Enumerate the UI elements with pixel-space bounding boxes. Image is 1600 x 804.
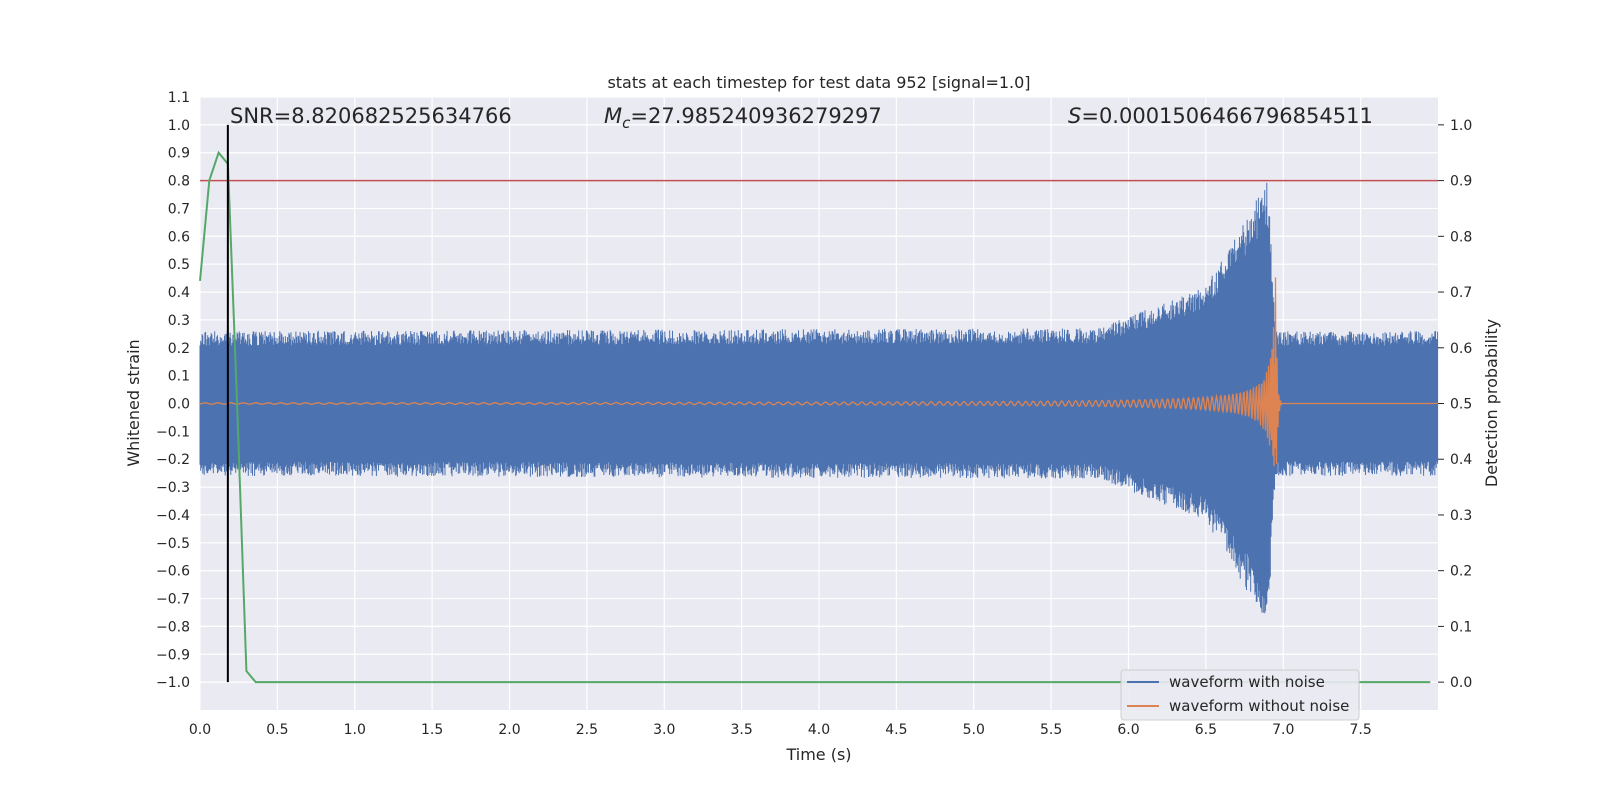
clean-waveform-line <box>199 277 1438 467</box>
y2-tick-labels: 1.0 0.9 0.8 0.7 0.6 0.5 0.4 0.3 0.2 0.1 0.0 <box>1438 118 1472 691</box>
s-symbol: S <box>1068 104 1081 128</box>
y-tick-label: −1.0 <box>156 675 190 691</box>
y2-tick-label: 0.4 <box>1450 452 1472 468</box>
y-tick-label: −0.7 <box>156 592 190 608</box>
legend-label-clean: waveform without noise <box>1169 697 1349 715</box>
y-tick-label: −0.5 <box>156 536 190 552</box>
y-tick-label: −0.8 <box>156 619 190 635</box>
x-tick-label: 5.0 <box>963 722 985 738</box>
mc-value: =27.985240936279297 <box>630 104 881 128</box>
y2-tick-label: 0.8 <box>1450 229 1472 245</box>
mc-subscript: c <box>622 114 631 132</box>
y-tick-label: −0.1 <box>156 424 190 440</box>
x-tick-label: 2.5 <box>576 722 598 738</box>
y-tick-label: 0.4 <box>168 285 190 301</box>
y-tick-label: 0.2 <box>168 341 190 357</box>
x-tick-label: 7.0 <box>1272 722 1294 738</box>
overlays <box>199 124 1438 684</box>
legend-label-noise: waveform with noise <box>1169 673 1325 691</box>
waveform-without-noise-series <box>199 277 1438 467</box>
x-tick-label: 6.5 <box>1195 722 1217 738</box>
y2-tick-label: 0.0 <box>1450 675 1472 691</box>
x-tick-label: 4.5 <box>885 722 907 738</box>
x-tick-label: 3.0 <box>653 722 675 738</box>
y-tick-label: 0.0 <box>168 397 190 413</box>
y-tick-label: 0.8 <box>168 174 190 190</box>
y-tick-label: 1.1 <box>168 90 190 106</box>
y-tick-label: −0.3 <box>156 480 190 496</box>
mc-symbol: M <box>604 104 622 128</box>
legend: waveform with noise waveform without noi… <box>1120 669 1360 721</box>
s-value: =0.0001506466796854511 <box>1081 104 1373 128</box>
chart-title: stats at each timestep for test data 952… <box>607 73 1030 92</box>
y2-tick-label: 0.5 <box>1450 397 1472 413</box>
mc-annotation: Mc=27.985240936279297 <box>604 104 882 132</box>
y2-tick-label: 0.3 <box>1450 508 1472 524</box>
y2-axis-label: Detection probability <box>1482 319 1501 487</box>
x-tick-label: 3.5 <box>730 722 752 738</box>
legend-box <box>1120 669 1360 721</box>
s-annotation: S=0.0001506466796854511 <box>1068 104 1373 128</box>
x-tick-label: 0.0 <box>189 722 211 738</box>
y-tick-label: 0.7 <box>168 201 190 217</box>
y-tick-label: −0.6 <box>156 564 190 580</box>
x-tick-label: 0.5 <box>266 722 288 738</box>
x-axis-label: Time (s) <box>785 745 851 764</box>
y2-tick-label: 1.0 <box>1450 118 1472 134</box>
x-tick-labels: 0.0 0.5 1.0 1.5 2.0 2.5 3.0 3.5 4.0 4.5 5.0 5.5 6.0 6… <box>189 722 1372 738</box>
detection-probability-line <box>199 150 1431 684</box>
y-tick-label: 0.9 <box>168 146 190 162</box>
x-tick-label: 2.0 <box>498 722 520 738</box>
y-axis-label: Whitened strain <box>124 339 143 466</box>
y2-tick-label: 0.1 <box>1450 619 1472 635</box>
snr-annotation: SNR=8.820682525634766 <box>230 104 512 128</box>
x-tick-label: 4.0 <box>808 722 830 738</box>
y-tick-label: −0.2 <box>156 452 190 468</box>
y2-tick-label: 0.9 <box>1450 174 1472 190</box>
y-tick-label: 0.1 <box>168 369 190 385</box>
x-tick-label: 6.0 <box>1117 722 1139 738</box>
y-tick-labels: 1.1 1.0 0.9 0.8 0.7 0.6 0.5 0.4 0.3 0.2 0.1 0.0 −0.1… <box>156 90 190 691</box>
x-tick-label: 7.5 <box>1349 722 1371 738</box>
y-tick-label: 1.0 <box>168 118 190 134</box>
y2-tick-label: 0.7 <box>1450 285 1472 301</box>
y-tick-label: 0.3 <box>168 313 190 329</box>
y2-tick-label: 0.2 <box>1450 564 1472 580</box>
y-tick-label: 0.5 <box>168 257 190 273</box>
y-tick-label: −0.4 <box>156 508 190 524</box>
y2-tick-label: 0.6 <box>1450 341 1472 357</box>
y-tick-label: −0.9 <box>156 647 190 663</box>
x-tick-label: 5.5 <box>1040 722 1062 738</box>
y-tick-label: 0.6 <box>168 229 190 245</box>
x-tick-label: 1.5 <box>421 722 443 738</box>
x-tick-label: 1.0 <box>344 722 366 738</box>
